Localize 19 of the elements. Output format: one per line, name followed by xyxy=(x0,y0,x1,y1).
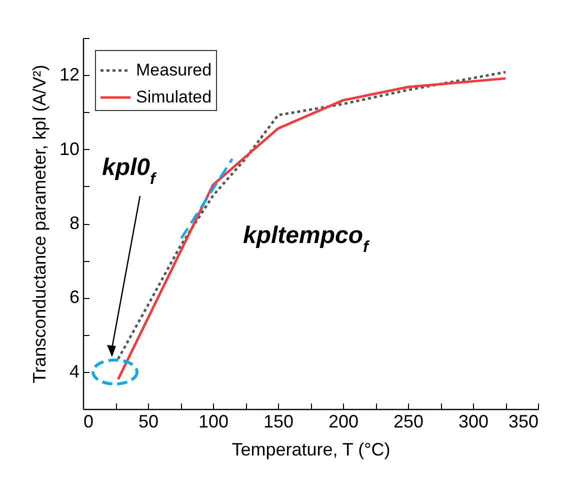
annotation: kpltempco$_{f}$ xyxy=(243,222,370,256)
x-tick-label: 100 xyxy=(198,412,229,432)
x-tick-label: 250 xyxy=(393,412,424,432)
x-tick-label: 150 xyxy=(263,412,294,432)
y-tick-label: 4 xyxy=(69,361,80,382)
x-tick-label: 200 xyxy=(328,412,359,432)
annotation: kpl0$_{f}$ xyxy=(102,154,158,188)
y-tick-label: 10 xyxy=(59,138,80,159)
x-tick-label: 0 xyxy=(84,412,94,432)
y-tick-label: 12 xyxy=(59,64,80,85)
x-tick-label: 50 xyxy=(138,412,159,432)
y-tick-label: 8 xyxy=(69,213,80,233)
x-axis-title: Temperature, T (°C) xyxy=(232,440,390,460)
legend-label: Measured xyxy=(136,60,212,80)
x-tick-label: 350 xyxy=(508,412,538,432)
y-tick-label: 6 xyxy=(69,287,80,308)
y-axis-title: Transconductance parameter, kpl (A/V²) xyxy=(29,64,50,384)
legend-label: Simulated xyxy=(136,88,212,106)
x-tick-label: 300 xyxy=(458,412,489,432)
